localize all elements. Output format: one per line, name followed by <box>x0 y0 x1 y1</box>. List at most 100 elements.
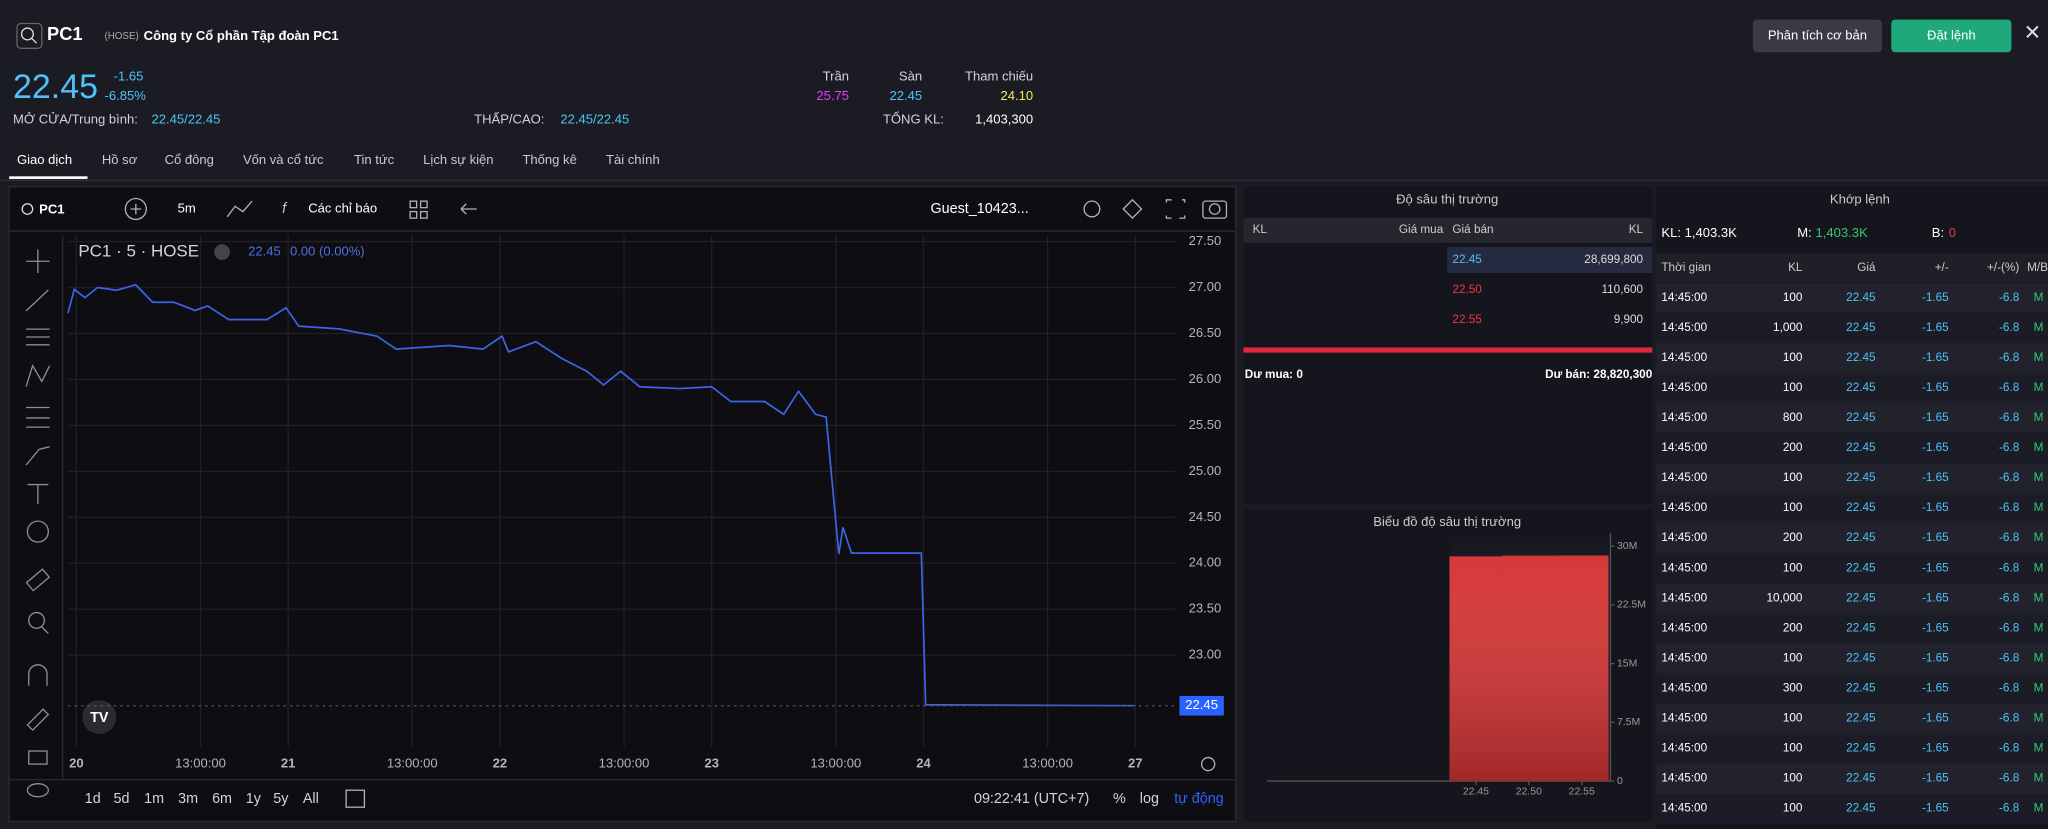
range-button[interactable]: 1m <box>144 791 164 807</box>
tab[interactable]: Tài chính <box>606 152 660 167</box>
cell: 100 <box>1783 471 1803 484</box>
cell: -1.65 <box>1922 351 1949 364</box>
cell: 1,000 <box>1773 321 1803 334</box>
scale-option[interactable]: % <box>1113 791 1126 807</box>
cell: -6.8 <box>1999 621 2020 634</box>
cell: M <box>2034 291 2044 304</box>
cell: M <box>2034 471 2044 484</box>
cell: -6.8 <box>1999 471 2020 484</box>
button-label[interactable]: Đặt lệnh <box>1927 27 1976 42</box>
tab[interactable]: Vốn và cổ tức <box>243 152 324 167</box>
cell: 100 <box>1783 351 1803 364</box>
field-value: 22.45/22.45 <box>152 112 221 127</box>
x-tick-label: 20 <box>69 756 84 771</box>
field-label: TỔNG KL: <box>883 112 944 127</box>
last-price-tag <box>1179 695 1224 716</box>
x-tick-label: 13:00:00 <box>1022 756 1073 771</box>
x-tick-label: 13:00:00 <box>810 756 861 771</box>
range-button[interactable]: 1y <box>246 791 262 807</box>
indicators-button[interactable]: Các chỉ báo <box>308 200 377 215</box>
ask-price: 22.45 <box>1452 253 1482 266</box>
cell: -1.65 <box>1922 742 1949 755</box>
row <box>1656 673 2048 704</box>
tab-indicator <box>9 176 88 179</box>
cell: -6.8 <box>1999 802 2020 815</box>
range-button[interactable]: 3m <box>178 791 198 807</box>
y-tick-label: 24.00 <box>1189 555 1222 570</box>
cell: -6.8 <box>1999 651 2020 664</box>
row <box>1656 312 2048 343</box>
cell: M <box>2034 772 2044 785</box>
y-tick-label: 27.00 <box>1189 279 1222 294</box>
tab[interactable]: Hồ sơ <box>102 152 138 167</box>
balance-bar <box>1243 347 1653 353</box>
price: 22.45 <box>13 68 98 106</box>
field-value: 22.45/22.45 <box>560 112 629 127</box>
close-icon[interactable]: ✕ <box>2024 21 2042 44</box>
button-label[interactable]: Phân tích cơ bản <box>1768 27 1867 42</box>
tab[interactable]: Cổ đông <box>165 152 214 167</box>
cell: M <box>2034 381 2044 394</box>
search-box[interactable] <box>16 22 43 49</box>
toolbar-symbol[interactable]: PC1 <box>39 202 64 217</box>
ask-volume: 9,900 <box>1614 313 1644 326</box>
cell: 14:45:00 <box>1661 321 1707 334</box>
cell: M <box>2034 651 2044 664</box>
tab[interactable]: Thống kê <box>522 152 576 167</box>
button[interactable] <box>1752 19 1883 53</box>
cell: M <box>2034 591 2044 604</box>
buy-volume: 1,403.3K <box>1816 225 1869 240</box>
y-tick-label: 25.50 <box>1189 417 1222 432</box>
range-button[interactable]: 5d <box>113 791 129 807</box>
y-tick-label: 26.00 <box>1189 371 1222 386</box>
tab[interactable]: Giao dịch <box>17 152 72 167</box>
column-header: KL <box>1629 223 1644 236</box>
y-tick-label: 26.50 <box>1189 325 1222 340</box>
cell: -1.65 <box>1922 291 1949 304</box>
column-header: Giá bán <box>1452 223 1493 236</box>
cell: 200 <box>1783 621 1803 634</box>
cell: -6.8 <box>1999 742 2020 755</box>
y-tick-label: 27.50 <box>1189 233 1222 248</box>
range-button[interactable]: 1d <box>85 791 101 807</box>
row <box>1656 553 2048 584</box>
scale-option[interactable]: tự động <box>1174 791 1224 807</box>
row <box>1656 402 2048 433</box>
button[interactable] <box>1891 19 2012 53</box>
row <box>1656 493 2048 524</box>
field-value: 1,403,300 <box>975 112 1033 127</box>
layout-name[interactable]: Guest_10423... <box>930 201 1028 217</box>
range-button[interactable]: 6m <box>212 791 232 807</box>
row <box>1656 282 2048 313</box>
interval[interactable]: 5m <box>178 200 196 215</box>
cell: -6.8 <box>1999 411 2020 424</box>
cell: 14:45:00 <box>1661 561 1707 574</box>
y-tick-label: 30M <box>1617 541 1637 552</box>
field-label: Sàn <box>899 69 922 84</box>
row <box>1656 763 2048 794</box>
column-header: Giá mua <box>1399 223 1444 236</box>
cell: 14:45:00 <box>1661 651 1707 664</box>
legend-price: 22.45 <box>248 244 281 259</box>
tab[interactable]: Tin tức <box>354 152 395 167</box>
range-button[interactable]: 5y <box>273 791 289 807</box>
row <box>1656 793 2048 824</box>
cell: 14:45:00 <box>1661 501 1707 514</box>
last-price-label: 22.45 <box>1185 697 1218 712</box>
tab[interactable]: Lịch sự kiện <box>423 152 493 167</box>
sell-remaining: Dư bán: 28,820,300 <box>1545 368 1653 381</box>
cell: -6.8 <box>1999 501 2020 514</box>
cell: 22.45 <box>1846 591 1876 604</box>
field-value: 22.45 <box>889 88 922 103</box>
range-button[interactable]: All <box>303 791 319 807</box>
y-tick-label: 7.5M <box>1617 717 1640 728</box>
cell: 14:45:00 <box>1661 531 1707 544</box>
scale-option[interactable]: log <box>1140 791 1159 807</box>
cell: 200 <box>1783 441 1803 454</box>
row <box>1656 523 2048 554</box>
legend-toggle[interactable] <box>214 244 230 260</box>
x-tick-label: 24 <box>916 756 931 771</box>
row <box>1656 463 2048 494</box>
exchange: (HOSE) <box>104 31 138 42</box>
